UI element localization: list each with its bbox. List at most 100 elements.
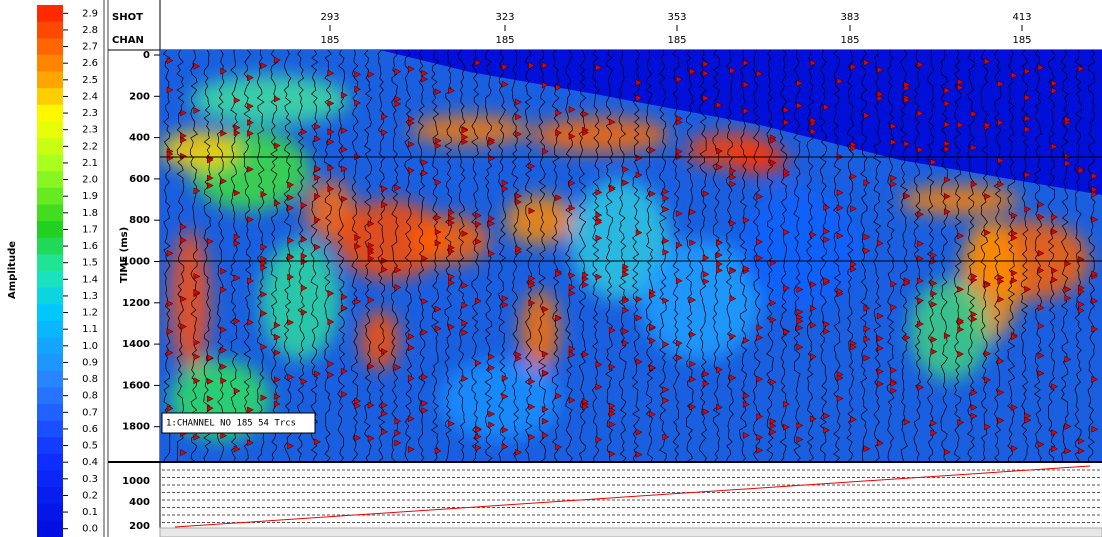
- trace-peak: [247, 119, 254, 126]
- trace-peak: [327, 290, 335, 297]
- trace-peak: [1011, 277, 1018, 284]
- scrollbar[interactable]: [159, 527, 1102, 537]
- trace-peak: [367, 242, 375, 249]
- trace-peak: [997, 417, 1005, 424]
- trace-peak: [327, 128, 335, 136]
- colorbar-label: 0.9: [82, 357, 98, 368]
- trace-peak: [354, 71, 362, 78]
- trace-peak: [783, 284, 790, 292]
- colorbar-label: 2.0: [82, 175, 98, 186]
- trace-peak: [1011, 234, 1018, 242]
- trace-peak: [702, 370, 710, 378]
- trace-peak: [488, 250, 496, 257]
- trace-peak: [970, 180, 978, 188]
- trace-peak: [1051, 228, 1058, 236]
- trace-peak: [1037, 322, 1045, 330]
- trace-peak: [595, 273, 603, 281]
- trace-peak: [635, 171, 643, 179]
- trace: [243, 50, 252, 462]
- trace-peak: [595, 234, 603, 242]
- trace-peak: [421, 255, 429, 262]
- trace-peak: [944, 193, 951, 200]
- trace-peak: [327, 138, 335, 146]
- colorbar-swatch: [37, 354, 63, 372]
- trace-peak: [944, 332, 951, 340]
- trace-peak: [207, 354, 214, 362]
- trace-peak: [676, 210, 683, 217]
- trace-peak: [1051, 276, 1058, 284]
- trace-peak: [1051, 79, 1058, 87]
- trace-peak: [635, 358, 643, 366]
- trace-peak: [676, 339, 683, 347]
- trace-peak: [863, 445, 871, 453]
- trace-peak: [997, 295, 1005, 303]
- trace-peak: [863, 112, 871, 119]
- trace: [498, 50, 506, 462]
- trace-peak: [461, 230, 469, 237]
- trace: [1033, 50, 1042, 462]
- trace-peak: [314, 135, 321, 143]
- trace-peak: [274, 199, 281, 207]
- trace-peak: [461, 301, 469, 309]
- trace-peak: [1011, 269, 1018, 277]
- trace-peak: [582, 403, 589, 411]
- trace-peak: [595, 189, 603, 196]
- trace-peak: [381, 348, 388, 355]
- colorbar-label: 1.6: [82, 241, 98, 252]
- trace-peak: [327, 100, 335, 107]
- trace-peak: [863, 304, 871, 312]
- trace-peak: [1037, 304, 1045, 312]
- colorbar-swatch: [37, 71, 63, 89]
- trace-peak: [1037, 201, 1045, 208]
- trace-peak: [944, 100, 951, 107]
- trace: [618, 50, 627, 462]
- colorbar-label: 0.3: [82, 474, 98, 485]
- trace: [605, 50, 614, 462]
- trace-peak: [984, 281, 991, 289]
- trace-peak: [381, 113, 388, 120]
- trace-peak: [260, 62, 268, 69]
- trace-peak: [903, 334, 911, 341]
- trace-peak: [676, 148, 683, 155]
- trace-peak: [970, 389, 978, 396]
- trace-peak: [180, 109, 187, 117]
- trace-peak: [434, 325, 442, 332]
- trace-peak: [984, 423, 991, 431]
- trace-peak: [944, 208, 951, 216]
- time-tick-label: 1000: [122, 257, 150, 268]
- trace: [766, 50, 774, 462]
- trace-peak: [274, 349, 281, 356]
- trace-peak: [501, 301, 509, 309]
- trace-peak: [1091, 376, 1099, 383]
- trace-peak: [568, 179, 576, 187]
- trace-peak: [367, 255, 375, 262]
- trace-peak: [341, 146, 348, 153]
- colorbar-label: 0.1: [82, 507, 98, 518]
- trace-peak: [957, 78, 965, 86]
- trace: [1020, 50, 1029, 462]
- colorbar-label: 1.9: [82, 191, 98, 202]
- trace-peak: [957, 350, 965, 358]
- trace-peak: [877, 344, 884, 352]
- trace: [739, 50, 748, 462]
- trace-peak: [595, 361, 603, 368]
- colorbar-swatch: [37, 5, 63, 23]
- colorbar-label: 1.3: [82, 291, 98, 302]
- trace-peak: [635, 428, 643, 436]
- trace-peak: [1078, 288, 1085, 296]
- trace-peak: [421, 407, 429, 414]
- trace-peak: [1078, 65, 1085, 73]
- trace-peak: [810, 117, 817, 124]
- trace-peak: [1091, 172, 1099, 180]
- trace-peak: [220, 346, 228, 354]
- trace-peak: [394, 364, 402, 371]
- trace-peak: [877, 66, 884, 74]
- time-tick-label: 600: [129, 174, 150, 185]
- trace-peak: [247, 319, 254, 326]
- trace: [953, 50, 962, 462]
- colorbar-label: 2.6: [82, 58, 98, 69]
- trace-peak: [568, 351, 576, 359]
- trace-peak: [394, 429, 402, 437]
- trace-peak: [689, 239, 697, 247]
- trace-peak: [1091, 270, 1099, 278]
